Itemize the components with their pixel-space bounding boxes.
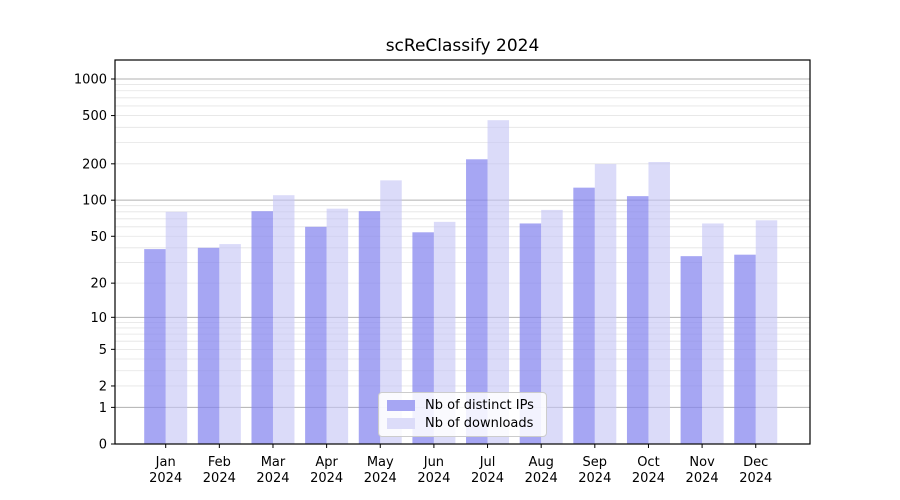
bar-downloads-may [380, 180, 402, 444]
legend: Nb of distinct IPs Nb of downloads [378, 392, 547, 437]
bar-distinct-ips-sep [573, 187, 595, 444]
y-axis-tick-label: 0 [99, 438, 107, 453]
bar-distinct-ips-jun [412, 232, 434, 444]
y-axis-tick-label: 200 [82, 157, 107, 172]
x-axis-year-label: 2024 [525, 471, 558, 486]
bar-downloads-jun [433, 221, 456, 444]
chart-title: scReClassify 2024 [385, 36, 540, 56]
y-axis-tick-label: 2 [99, 379, 107, 394]
x-axis-year-label: 2024 [417, 471, 450, 486]
x-axis-year-label: 2024 [310, 471, 343, 486]
bar-distinct-ips-aug [519, 223, 542, 444]
x-axis-month-label: Jan [155, 455, 176, 470]
x-axis-year-label: 2024 [471, 471, 504, 486]
x-axis-month-label: Nov [689, 455, 715, 470]
x-axis-year-label: 2024 [632, 471, 665, 486]
bar-downloads-apr [326, 208, 349, 444]
x-axis-month-label: Aug [528, 455, 553, 470]
bar-downloads-sep [594, 164, 617, 444]
bar-distinct-ips-jul [466, 159, 488, 444]
bar-distinct-ips-apr [305, 226, 327, 444]
bar-downloads-jan [165, 211, 188, 444]
x-axis-month-label: Apr [315, 455, 338, 470]
x-axis-year-label: 2024 [256, 471, 289, 486]
y-axis-tick-label: 5 [99, 343, 107, 358]
plot-border [114, 59, 811, 445]
x-axis-month-label: Jun [423, 455, 444, 470]
y-axis-tick-label: 100 [82, 194, 107, 209]
legend-item-distinct-ips: Nb of distinct IPs [387, 398, 534, 413]
x-axis-year-label: 2024 [686, 471, 719, 486]
x-axis-month-label: Mar [261, 455, 286, 470]
x-axis-year-label: 2024 [364, 471, 397, 486]
y-axis-tick-label: 500 [82, 109, 107, 124]
x-axis-month-label: Sep [583, 455, 608, 470]
bar-distinct-ips-dec [734, 254, 756, 444]
y-axis-tick-label: 20 [90, 277, 107, 292]
y-axis-tick-label: 1 [99, 401, 107, 416]
x-axis-year-label: 2024 [149, 471, 182, 486]
x-axis-year-label: 2024 [203, 471, 236, 486]
bar-downloads-aug [541, 209, 563, 444]
bar-downloads-nov [702, 223, 724, 444]
bar-downloads-jul [487, 120, 510, 444]
x-axis-month-label: Feb [208, 455, 231, 470]
bar-distinct-ips-nov [680, 256, 703, 444]
y-axis-tick-label: 1000 [74, 72, 107, 87]
x-axis-year-label: 2024 [578, 471, 611, 486]
bar-distinct-ips-may [358, 211, 381, 444]
bar-distinct-ips-jan [144, 249, 166, 444]
legend-label-distinct-ips: Nb of distinct IPs [425, 398, 534, 413]
bar-downloads-oct [648, 162, 670, 444]
x-axis-month-label: Dec [743, 455, 768, 470]
bar-distinct-ips-mar [251, 211, 273, 444]
x-axis-month-label: Oct [637, 455, 659, 470]
y-axis-tick-label: 50 [90, 230, 107, 245]
x-axis-year-label: 2024 [739, 471, 772, 486]
bar-downloads-mar [272, 195, 295, 444]
bar-downloads-feb [219, 244, 241, 444]
y-axis-tick-label: 10 [90, 311, 107, 326]
x-axis-month-label: May [367, 455, 394, 470]
x-axis-month-label: Jul [479, 455, 496, 470]
legend-swatch-downloads-icon [387, 418, 415, 429]
bar-downloads-dec [755, 220, 778, 444]
legend-label-downloads: Nb of downloads [425, 416, 534, 431]
bar-distinct-ips-feb [197, 247, 220, 444]
legend-swatch-distinct-ips-icon [387, 400, 415, 411]
bar-distinct-ips-oct [626, 196, 649, 444]
legend-item-downloads: Nb of downloads [387, 416, 534, 431]
